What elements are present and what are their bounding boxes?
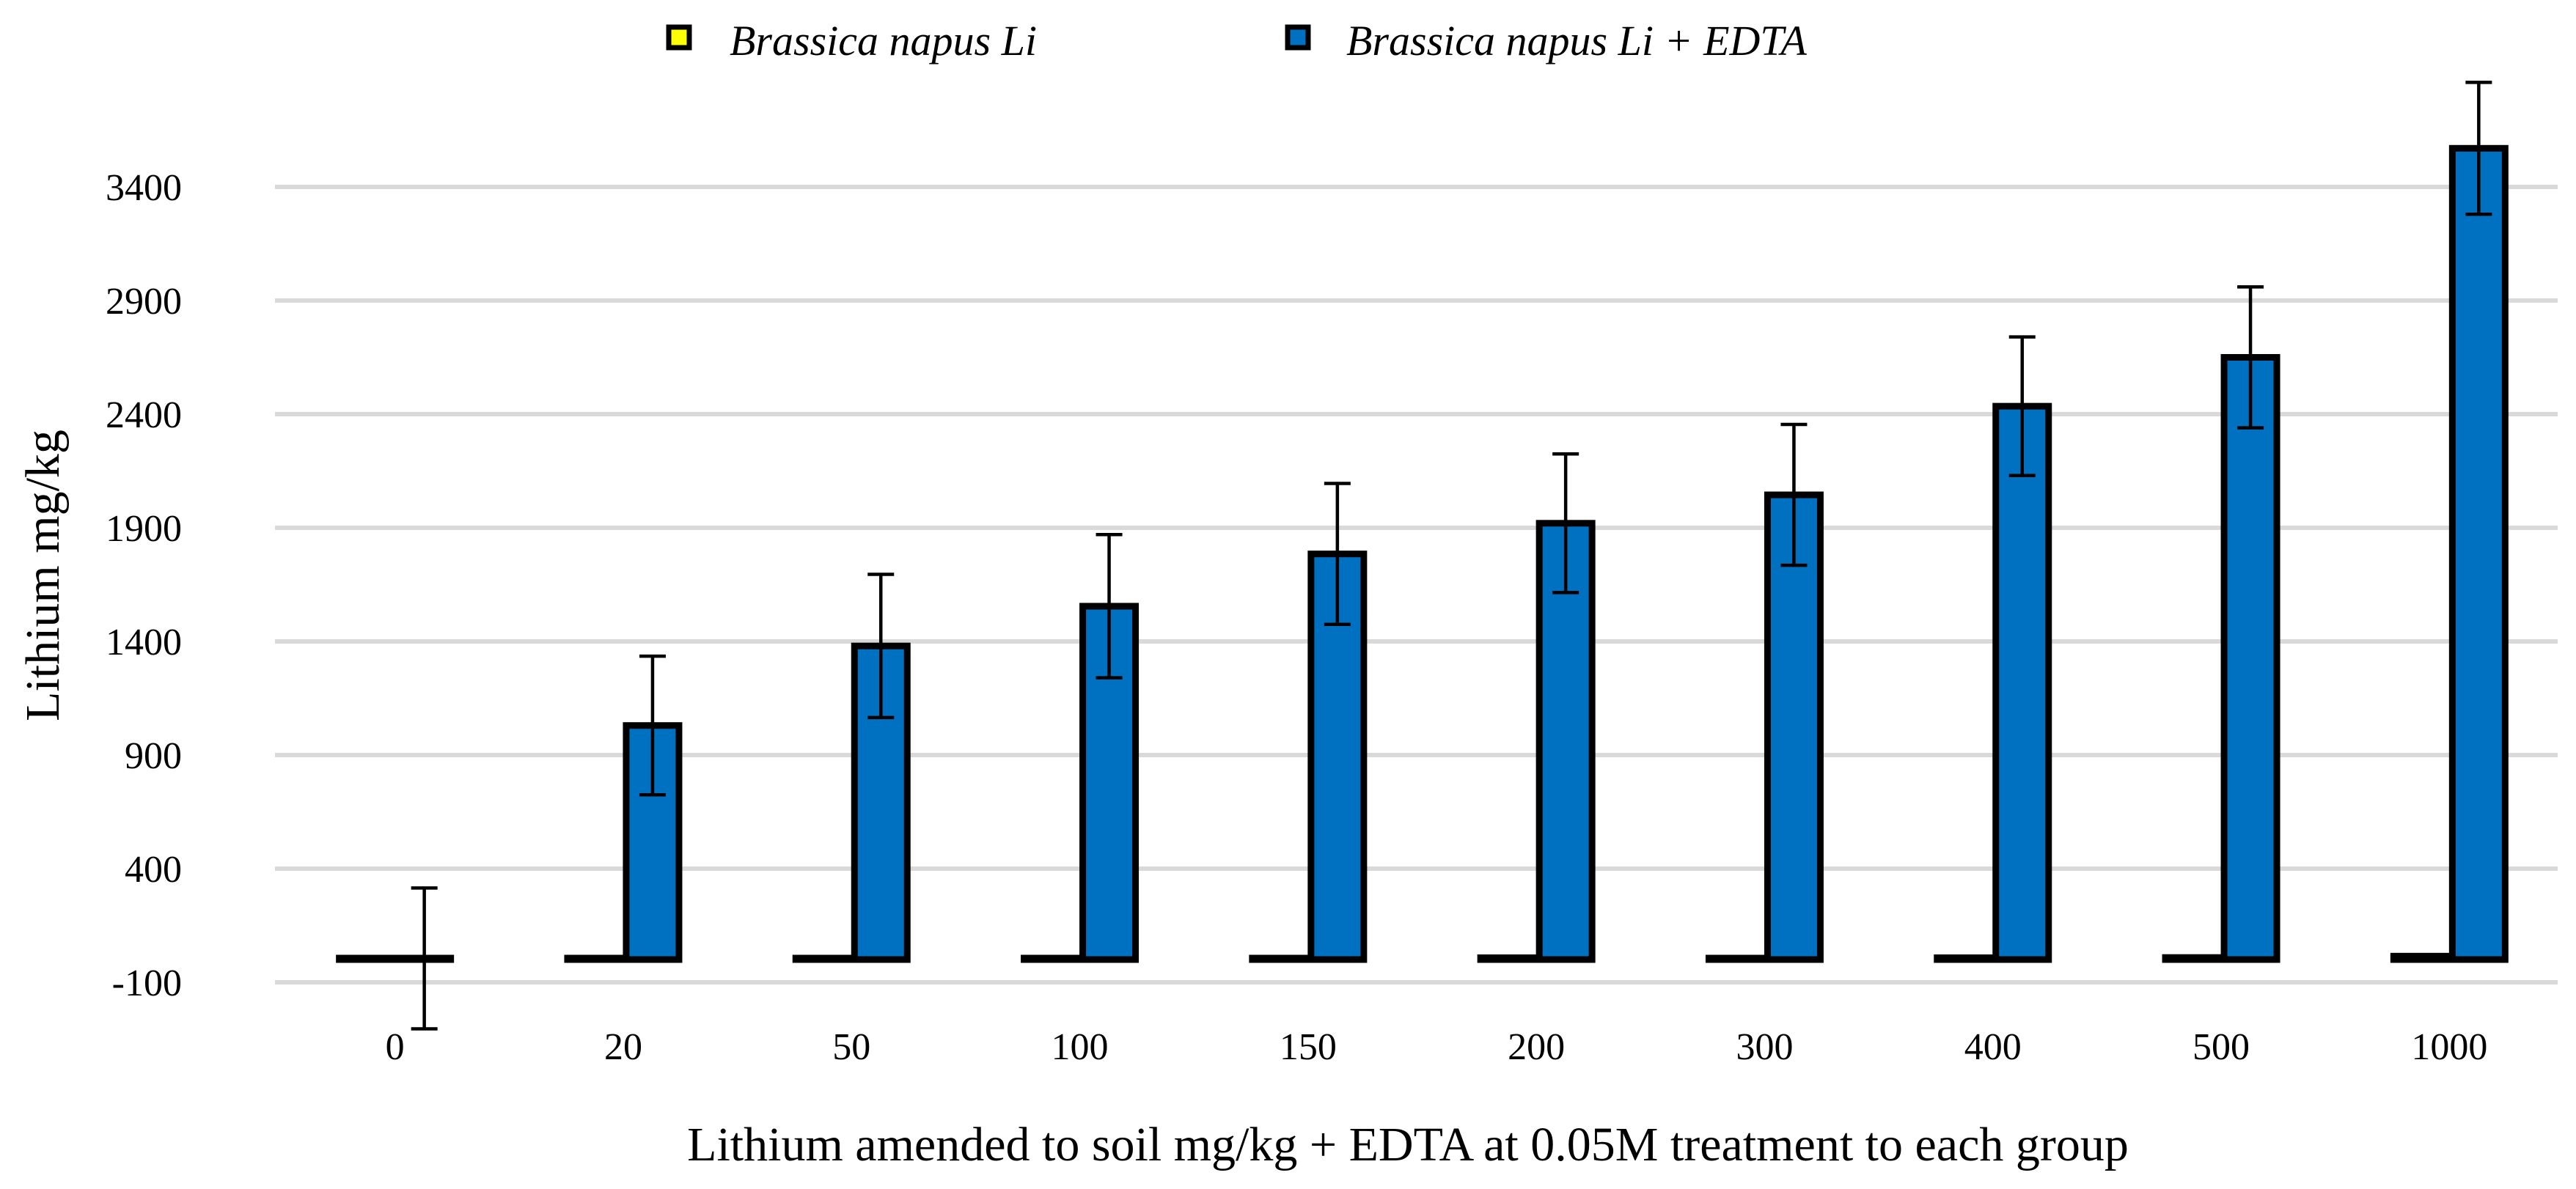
bar-li [564, 954, 624, 963]
x-tick-label: 100 [1052, 1026, 1109, 1068]
x-axis-title: Lithium amended to soil mg/kg + EDTA at … [687, 1118, 2129, 1171]
y-tick-label: 1400 [106, 622, 182, 663]
gridlines [275, 185, 2558, 984]
bar-li-edta [1764, 491, 1824, 963]
y-tick-label: 3400 [106, 167, 182, 209]
error-bars [411, 81, 2492, 1031]
bar-li-edta [1992, 402, 2052, 963]
bar-li-edta [1307, 551, 1368, 963]
bar-li [336, 954, 396, 963]
x-tick-label: 200 [1508, 1026, 1565, 1068]
bar-li-edta [2220, 354, 2280, 963]
y-tick-label: 2900 [106, 281, 182, 323]
y-axis-ticks: -100 400 900 1400 1900 2400 2900 3400 [106, 167, 182, 1004]
legend-label-li: Brassica napus Li [730, 17, 1037, 65]
error-bar [867, 573, 895, 720]
bar-li [1021, 954, 1081, 963]
error-bar [2465, 81, 2492, 216]
bar-li-edta [2448, 144, 2509, 963]
x-tick-label: 0 [386, 1026, 405, 1068]
x-tick-label: 400 [1964, 1026, 2022, 1068]
x-tick-label: 150 [1280, 1026, 1337, 1068]
x-axis-ticks: 0 20 50 100 150 200 300 400 500 1000 [386, 1026, 2488, 1068]
error-bar [1780, 422, 1808, 567]
legend-label-li-edta: Brassica napus Li + EDTA [1346, 17, 1807, 65]
legend: Brassica napus Li Brassica napus Li + ED… [666, 17, 1807, 65]
y-tick-label: 1900 [106, 508, 182, 550]
bar-li [2162, 954, 2222, 963]
y-tick-label: 900 [125, 735, 182, 777]
y-tick-label: -100 [112, 962, 182, 1004]
error-bar [411, 886, 438, 1031]
error-bar [2237, 285, 2264, 430]
x-tick-label: 50 [832, 1026, 870, 1068]
y-tick-label: 400 [125, 849, 182, 891]
error-bar [639, 654, 666, 797]
error-bar [1552, 452, 1579, 594]
legend-swatch-li [666, 24, 692, 51]
bar-li [1934, 954, 1994, 963]
bar-li [1249, 954, 1309, 963]
bar-li-edta [1535, 520, 1596, 963]
bar-li [1477, 954, 1537, 963]
error-bar [2008, 335, 2036, 477]
bar-li [792, 954, 852, 963]
y-axis-title: Lithium mg/kg [16, 430, 70, 721]
error-bar [1096, 533, 1123, 680]
bar-li [1705, 954, 1765, 963]
error-bar [1324, 482, 1351, 626]
x-tick-label: 500 [2192, 1026, 2250, 1068]
legend-swatch-li-edta [1285, 24, 1311, 51]
x-tick-label: 1000 [2411, 1026, 2487, 1068]
bar-li [2390, 952, 2450, 963]
bar-li-edta [851, 642, 911, 963]
y-tick-label: 2400 [106, 394, 182, 436]
bars [336, 144, 2509, 963]
x-tick-label: 20 [604, 1026, 642, 1068]
x-tick-label: 300 [1736, 1026, 1793, 1068]
